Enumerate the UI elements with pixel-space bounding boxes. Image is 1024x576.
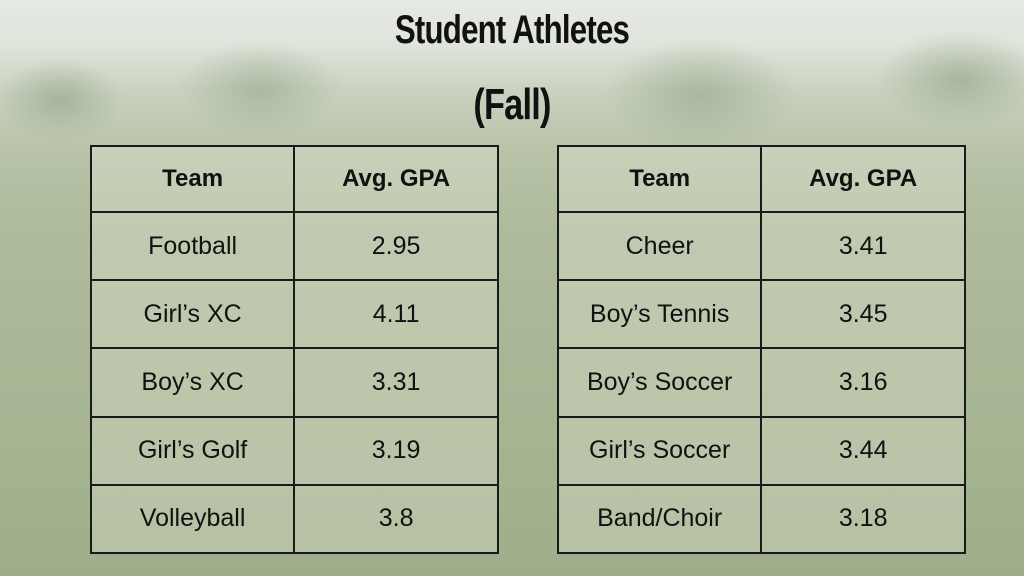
- right-gpa-table: Team Avg. GPA Cheer 3.41 Boy’s Tennis 3.…: [556, 145, 966, 555]
- gpa-cell: 2.95: [293, 210, 499, 282]
- team-cell: Band/Choir: [556, 483, 763, 555]
- table-row: Girl’s XC 4.11: [89, 279, 499, 350]
- table-row: Girl’s Soccer 3.44: [556, 415, 966, 486]
- gpa-column-header: Avg. GPA: [293, 145, 499, 213]
- gpa-cell: 3.18: [760, 483, 966, 555]
- team-cell: Boy’s Soccer: [556, 347, 763, 418]
- team-cell: Football: [89, 210, 296, 282]
- team-cell: Girl’s Golf: [89, 415, 296, 486]
- table-header-row: Team Avg. GPA: [556, 145, 966, 213]
- page-title: Student Athletes: [394, 8, 630, 52]
- team-cell: Cheer: [556, 210, 763, 282]
- gpa-cell: 3.16: [760, 347, 966, 418]
- team-column-header: Team: [89, 145, 296, 213]
- team-cell: Girl’s XC: [89, 279, 296, 350]
- table-header-row: Team Avg. GPA: [89, 145, 499, 213]
- team-cell: Boy’s XC: [89, 347, 296, 418]
- table-row: Band/Choir 3.18: [556, 483, 966, 555]
- gpa-cell: 3.19: [293, 415, 499, 486]
- table-row: Boy’s XC 3.31: [89, 347, 499, 418]
- left-gpa-table: Team Avg. GPA Football 2.95 Girl’s XC 4.…: [89, 145, 499, 555]
- table-row: Girl’s Golf 3.19: [89, 415, 499, 486]
- table-row: Cheer 3.41: [556, 210, 966, 282]
- table-row: Boy’s Tennis 3.45: [556, 279, 966, 350]
- page-subtitle: (Fall): [473, 80, 551, 129]
- team-cell: Girl’s Soccer: [556, 415, 763, 486]
- gpa-cell: 3.8: [293, 483, 499, 555]
- gpa-cell: 3.45: [760, 279, 966, 350]
- table-row: Football 2.95: [89, 210, 499, 282]
- table-row: Volleyball 3.8: [89, 483, 499, 555]
- gpa-cell: 4.11: [293, 279, 499, 350]
- table-row: Boy’s Soccer 3.16: [556, 347, 966, 418]
- background-trees: [0, 20, 1024, 170]
- gpa-cell: 3.41: [760, 210, 966, 282]
- team-column-header: Team: [556, 145, 763, 213]
- gpa-cell: 3.31: [293, 347, 499, 418]
- team-cell: Volleyball: [89, 483, 296, 555]
- gpa-cell: 3.44: [760, 415, 966, 486]
- team-cell: Boy’s Tennis: [556, 279, 763, 350]
- gpa-column-header: Avg. GPA: [760, 145, 966, 213]
